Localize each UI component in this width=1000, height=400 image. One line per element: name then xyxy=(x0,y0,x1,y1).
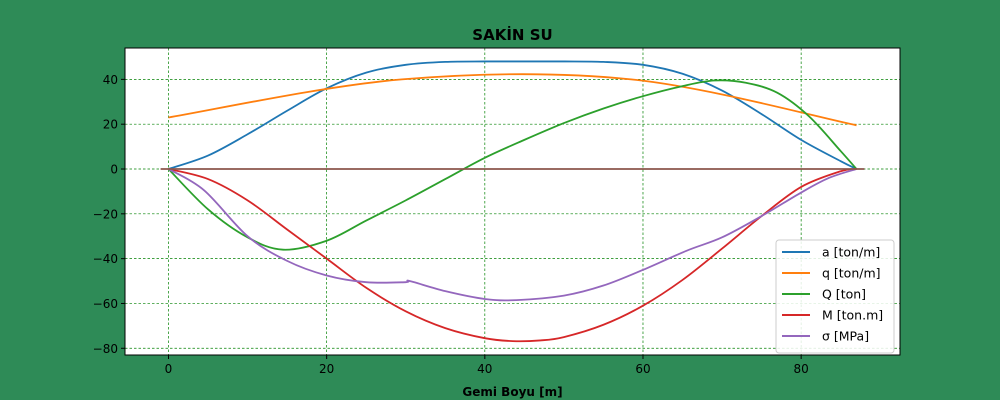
series-line-4 xyxy=(168,168,857,302)
legend: a [ton/m] q [ton/m] Q [ton] M [ton.m] σ [MPa… xyxy=(775,239,895,354)
legend-entry: σ [MPa] xyxy=(822,329,869,344)
legend-entry: M [ton.m] xyxy=(822,308,883,323)
y-tick-label: −20 xyxy=(93,207,118,221)
legend-box xyxy=(775,239,895,354)
y-tick-label: 40 xyxy=(103,73,118,87)
series-line-1 xyxy=(168,73,857,127)
plot-area xyxy=(125,48,900,355)
y-tick-label: 20 xyxy=(103,118,118,132)
x-tick-label: 40 xyxy=(477,362,492,376)
x-tick-label: 80 xyxy=(794,362,809,376)
y-tick-label: −60 xyxy=(93,297,118,311)
legend-entry: Q [ton] xyxy=(822,287,866,302)
plot-frame xyxy=(124,47,901,356)
y-tick-label: 0 xyxy=(110,163,118,177)
axis-ticks: 0 20 40 60 80 −80 −60 −40 −20 0 20 40 xyxy=(93,73,809,376)
chart-title: SAKİN SU xyxy=(472,25,552,44)
grid xyxy=(125,48,900,355)
y-tick-label: −40 xyxy=(93,252,118,266)
series-line-0 xyxy=(168,60,857,170)
x-tick-label: 20 xyxy=(319,362,334,376)
y-tick-label: −80 xyxy=(93,342,118,356)
x-tick-label: 0 xyxy=(165,362,173,376)
legend-entry: q [ton/m] xyxy=(822,266,881,281)
series-lines xyxy=(160,60,865,343)
x-axis-label: Gemi Boyu [m] xyxy=(462,385,562,399)
legend-entry: a [ton/m] xyxy=(822,245,880,260)
series-line-2 xyxy=(167,79,858,251)
x-tick-label: 60 xyxy=(635,362,650,376)
